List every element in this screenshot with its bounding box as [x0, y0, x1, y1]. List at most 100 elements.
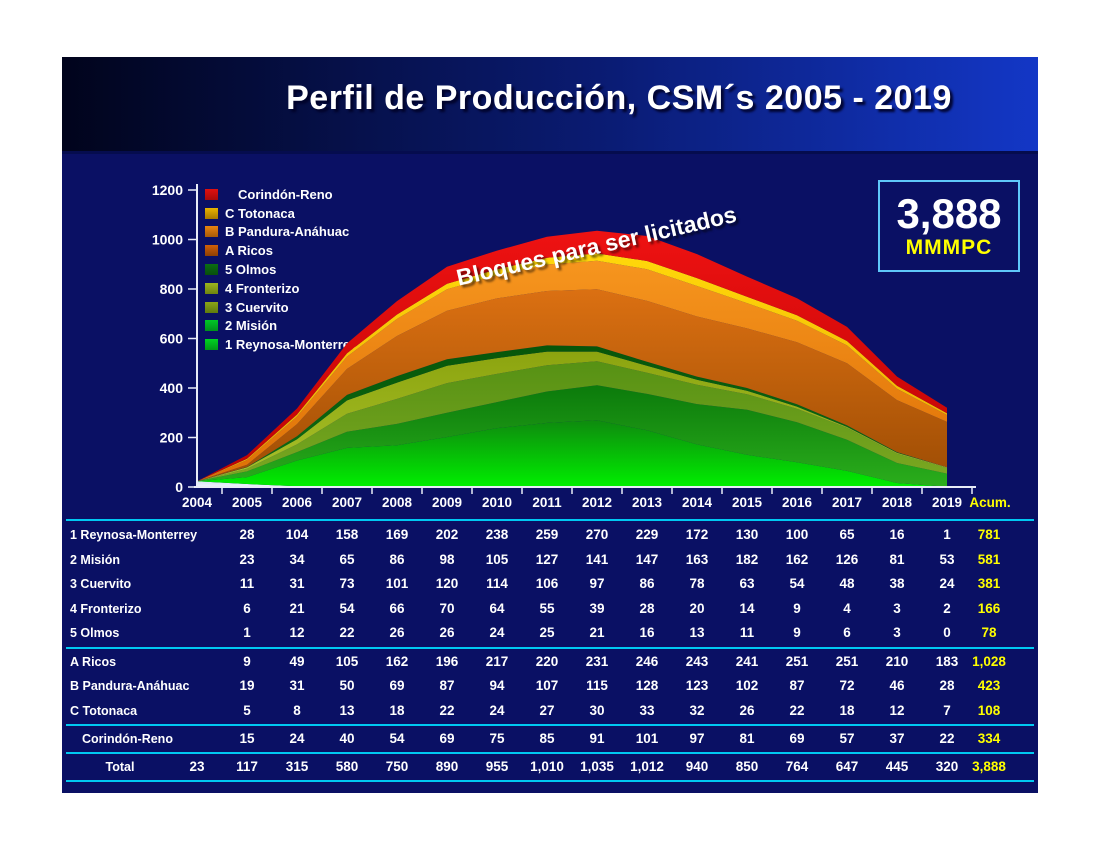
cell-mision-2011: 127 [535, 551, 559, 567]
row-label-pandura-anahuac: B Pandura-Anáhuac [70, 679, 190, 694]
cell-olmos-2016: 9 [793, 625, 801, 641]
cell-cuervito-2009: 120 [435, 576, 459, 592]
cell-totonaca-2016: 22 [789, 702, 805, 718]
cell-fronterizo-2016: 9 [793, 600, 801, 616]
cell-reynosa-monterrey-2006: 104 [285, 527, 309, 542]
cell-totonaca-2005: 5 [243, 702, 251, 718]
cell-total-2004: 23 [189, 758, 205, 774]
cell-mision-2010: 105 [485, 551, 509, 567]
y-tick-label: 600 [160, 331, 184, 347]
legend-item-olmos: 5 Olmos [205, 260, 357, 279]
cell-total-2012: 1,035 [580, 758, 614, 774]
cell-total-2006: 315 [285, 758, 309, 774]
cell-corindon-reno-2012: 91 [589, 730, 605, 746]
cell-pandura-anahuac-2006: 31 [289, 678, 305, 694]
table-row-ricos: A Ricos 9 49 105 162 196 217 220 231 246 243 241 251… [62, 650, 1038, 674]
cell-cuervito-2014: 78 [689, 576, 705, 592]
area-pandura-anahuac [197, 260, 947, 482]
legend-item-reynosa-monterrey: 1 Reynosa-Monterrey [205, 335, 357, 354]
legend-label: 1 Reynosa-Monterrey [225, 337, 358, 353]
year-header-2018: 2018 [881, 495, 913, 510]
year-header-2010: 2010 [481, 495, 513, 510]
legend-swatch-cuervito [205, 301, 218, 313]
legend-label: C Totonaca [225, 205, 295, 221]
table-separator [66, 780, 1034, 782]
cell-pandura-anahuac-2015: 102 [735, 678, 759, 694]
cell-olmos-2017: 6 [843, 625, 851, 641]
cell-fronterizo-2008: 66 [389, 600, 405, 616]
year-header-2016: 2016 [781, 495, 813, 510]
acum-cell-corindon-reno: 334 [977, 730, 1001, 746]
cell-olmos-2014: 13 [689, 625, 705, 641]
legend-item-ricos: A Ricos [205, 241, 357, 260]
cell-totonaca-2009: 22 [439, 702, 455, 718]
cell-fronterizo-2011: 55 [539, 600, 555, 616]
cell-olmos-2015: 11 [739, 625, 755, 641]
cell-fronterizo-2007: 54 [339, 600, 355, 616]
cell-totonaca-2011: 27 [539, 702, 555, 718]
slide-header: Perfil de Producción, CSM´s 2005 - 2019 [62, 57, 1038, 154]
cell-totonaca-2017: 18 [839, 702, 855, 718]
cell-olmos-2018: 3 [893, 625, 901, 641]
cell-corindon-reno-2018: 37 [889, 730, 905, 746]
cell-total-2017: 647 [835, 758, 859, 774]
cell-reynosa-monterrey-2007: 158 [335, 527, 359, 542]
table-row-reynosa-monterrey: 1 Reynosa-Monterrey 28 104 158 169 202 238 259 2… [62, 523, 1038, 547]
cell-fronterizo-2015: 14 [739, 600, 755, 616]
acum-cell-cuervito: 381 [977, 576, 1001, 592]
cell-cuervito-2015: 63 [739, 576, 755, 592]
cell-olmos-2019: 0 [943, 625, 951, 641]
cell-mision-2014: 163 [685, 551, 709, 567]
y-tick-label: 200 [160, 430, 184, 446]
y-tick-label: 1200 [152, 182, 183, 198]
year-header-2013: 2013 [631, 495, 663, 510]
cell-mision-2006: 34 [289, 551, 305, 567]
cell-totonaca-2008: 18 [389, 702, 405, 718]
cell-ricos-2009: 196 [435, 653, 459, 669]
slide: Perfil de Producción, CSM´s 2005 - 2019 … [62, 57, 1038, 793]
cell-reynosa-monterrey-2008: 169 [385, 527, 409, 542]
table-separator [66, 646, 1034, 649]
acum-cell-olmos: 78 [981, 625, 997, 641]
cell-total-2010: 955 [485, 758, 509, 774]
year-header-2014: 2014 [681, 495, 713, 510]
acum-cell-totonaca: 108 [977, 702, 1001, 718]
row-label-corindon-reno: Corindón-Reno [82, 731, 173, 746]
acum-cell-pandura-anahuac: 423 [977, 678, 1001, 694]
cell-fronterizo-2014: 20 [689, 600, 705, 616]
legend-item-cuervito: 3 Cuervito [205, 298, 357, 317]
y-tick-label: 0 [175, 479, 183, 495]
legend-swatch-fronterizo [205, 282, 218, 294]
cell-corindon-reno-2009: 69 [439, 730, 455, 746]
cell-olmos-2013: 16 [639, 625, 655, 641]
row-label-ricos: A Ricos [70, 654, 117, 669]
cell-olmos-2005: 1 [243, 625, 251, 641]
cell-corindon-reno-2016: 69 [789, 730, 805, 746]
cell-ricos-2012: 231 [585, 653, 609, 669]
legend-item-mision: 2 Misión [205, 317, 357, 336]
cell-total-2015: 850 [735, 758, 759, 774]
year-header-2008: 2008 [381, 495, 413, 510]
cell-reynosa-monterrey-2010: 238 [485, 527, 509, 542]
row-label-mision: 2 Misión [70, 552, 121, 567]
cell-ricos-2008: 162 [385, 653, 409, 669]
cell-corindon-reno-2017: 57 [839, 730, 855, 746]
cell-corindon-reno-2011: 85 [539, 730, 555, 746]
cell-totonaca-2007: 13 [339, 702, 355, 718]
cell-total-2008: 750 [385, 758, 409, 774]
legend-label: A Ricos [225, 243, 273, 259]
cell-cuervito-2011: 106 [535, 576, 559, 592]
legend-item-totonaca: C Totonaca [205, 204, 357, 223]
cell-total-2005: 117 [236, 758, 258, 774]
cell-mision-2018: 81 [889, 551, 905, 567]
cell-total-2013: 1,012 [630, 758, 664, 774]
cell-cuervito-2019: 24 [939, 576, 955, 592]
cell-reynosa-monterrey-2012: 270 [585, 527, 609, 542]
year-header-2009: 2009 [431, 495, 463, 510]
cell-cuervito-2007: 73 [339, 576, 355, 592]
cell-total-2014: 940 [685, 758, 709, 774]
cell-mision-2017: 126 [835, 551, 859, 567]
year-header-2006: 2006 [281, 495, 313, 510]
cell-ricos-2007: 105 [335, 653, 359, 669]
